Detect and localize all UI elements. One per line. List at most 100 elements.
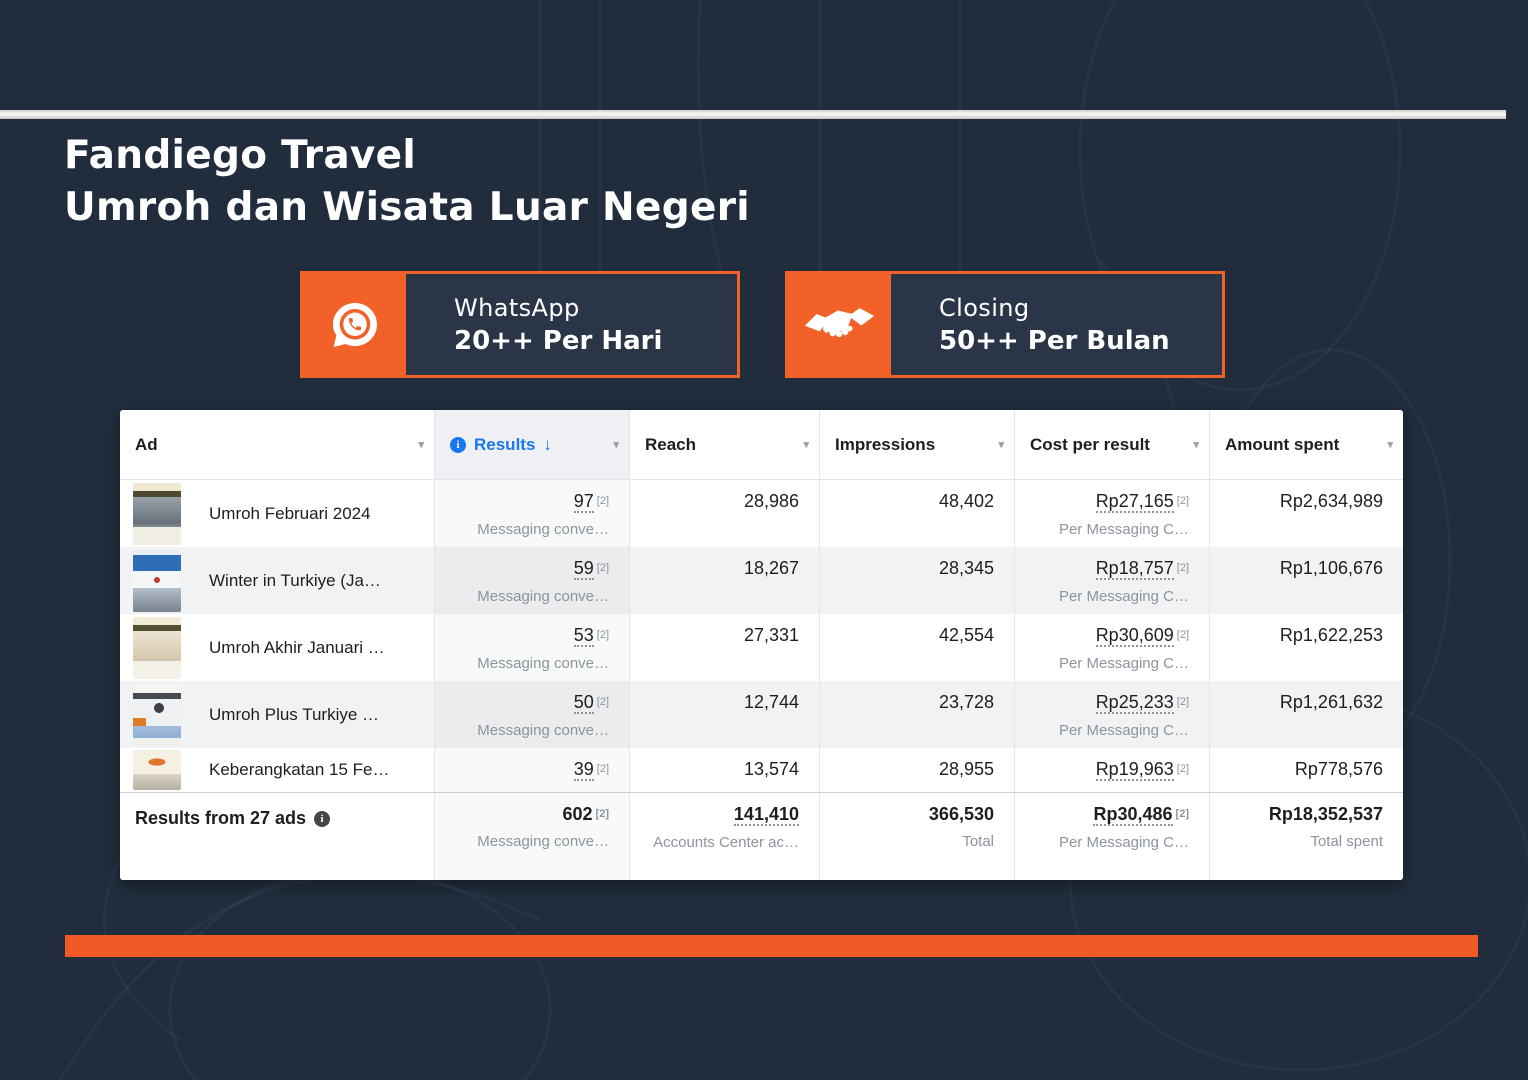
ad-cell: Umroh Februari 2024 (120, 480, 435, 547)
footnote-ref: [2] (1176, 562, 1189, 574)
whatsapp-badge-value: 20++ Per Hari (454, 325, 663, 356)
handshake-icon (788, 274, 891, 375)
cost-per-result-cell: Rp30,609 [2] Per Messaging C… (1015, 614, 1210, 681)
column-header-impressions[interactable]: Impressions ▾ (820, 410, 1015, 480)
cost-per-result-cell: Rp18,757 [2] Per Messaging C… (1015, 547, 1210, 614)
ad-name[interactable]: Winter in Turkiye (Ja… (209, 570, 381, 590)
closing-badge-value: 50++ Per Bulan (939, 325, 1170, 356)
chevron-down-icon[interactable]: ▾ (998, 439, 1004, 451)
info-icon[interactable]: i (450, 436, 466, 453)
ad-thumbnail[interactable] (133, 549, 181, 612)
ad-cell: Keberangkatan 15 Fe… (120, 748, 435, 792)
ad-thumbnail[interactable] (133, 616, 181, 679)
table-header-row: Ad ▾ i Results ↓ ▾ Reach ▾ Impressions ▾… (120, 410, 1403, 480)
info-icon[interactable]: i (314, 811, 331, 827)
impressions-cell: 48,402 (820, 480, 1015, 547)
title-line-1: Fandiego Travel (64, 133, 417, 178)
results-value[interactable]: 59 (573, 558, 594, 580)
ad-name[interactable]: Umroh Plus Turkiye … (209, 704, 380, 724)
cost-sublabel: Per Messaging C… (1058, 654, 1189, 672)
cost-value[interactable]: Rp27,165 (1095, 491, 1174, 513)
ad-thumbnail[interactable] (133, 683, 181, 746)
summary-label-cell: Results from 27 ads i (120, 793, 435, 880)
amount-spent-cell: Rp2,634,989 (1279, 491, 1383, 511)
chevron-down-icon[interactable]: ▾ (803, 439, 809, 451)
ad-name[interactable]: Umroh Februari 2024 (209, 503, 371, 523)
footnote-ref: [2] (1176, 495, 1189, 507)
results-value[interactable]: 97 (573, 491, 594, 513)
cost-total[interactable]: Rp30,486 (1093, 804, 1173, 826)
amount-total: Rp18,352,537 (1268, 804, 1383, 824)
footnote-ref: [2] (596, 562, 609, 574)
footnote-ref: [2] (1176, 629, 1189, 641)
column-header-reach[interactable]: Reach ▾ (630, 410, 820, 480)
results-cell: 50 [2] Messaging conve… (435, 681, 630, 748)
amount-spent-cell: Rp778,576 (1294, 759, 1383, 779)
results-cell: 39 [2] (435, 748, 630, 792)
ad-thumbnail[interactable] (133, 482, 181, 545)
ad-name[interactable]: Umroh Akhir Januari … (209, 637, 385, 657)
cost-value[interactable]: Rp18,757 (1095, 558, 1174, 580)
chevron-down-icon[interactable]: ▾ (1387, 439, 1393, 451)
results-sublabel: Messaging conve… (477, 587, 609, 605)
ad-cell: Winter in Turkiye (Ja… (120, 547, 435, 614)
whatsapp-badge: WhatsApp 20++ Per Hari (300, 271, 740, 378)
column-header-cost-per-result[interactable]: Cost per result ▾ (1015, 410, 1210, 480)
results-value[interactable]: 39 (573, 759, 594, 781)
cost-sublabel: Per Messaging C… (1058, 587, 1189, 605)
table-summary-row: Results from 27 ads i 602 [2] Messaging c… (120, 792, 1403, 880)
whatsapp-badge-text: WhatsApp 20++ Per Hari (406, 274, 737, 375)
impressions-total: 366,530 (928, 804, 994, 824)
footnote-ref: [2] (596, 696, 609, 708)
reach-cell: 12,744 (630, 681, 820, 748)
results-total: 602 (562, 804, 593, 824)
column-header-ad[interactable]: Ad ▾ (120, 410, 435, 480)
cost-value[interactable]: Rp25,233 (1095, 692, 1174, 714)
top-divider-bar (0, 110, 1506, 119)
impressions-cell: 28,345 (820, 547, 1015, 614)
cost-sublabel: Per Messaging C… (1058, 721, 1189, 739)
reach-cell: 28,986 (630, 480, 820, 547)
results-value[interactable]: 53 (573, 625, 594, 647)
footnote-ref: [2] (1176, 696, 1189, 708)
impressions-cell: 23,728 (820, 681, 1015, 748)
results-cell: 97 [2] Messaging conve… (435, 480, 630, 547)
results-total-sublabel: Messaging conve… (477, 833, 609, 850)
results-value[interactable]: 50 (573, 692, 594, 714)
column-header-results[interactable]: i Results ↓ ▾ (435, 410, 630, 480)
summary-cost-cell: Rp30,486 [2] Per Messaging C… (1015, 793, 1210, 880)
table-row: Keberangkatan 15 Fe… 39 [2] 13,574 28,955… (120, 748, 1403, 792)
cost-total-sublabel: Per Messaging C… (1058, 833, 1189, 851)
summary-reach-cell: 141,410 Accounts Center ac… (630, 793, 820, 880)
reach-cell: 27,331 (630, 614, 820, 681)
impressions-cell: 28,955 (820, 748, 1015, 792)
ad-cell: Umroh Akhir Januari … (120, 614, 435, 681)
sort-desc-icon[interactable]: ↓ (543, 434, 552, 454)
results-cell: 59 [2] Messaging conve… (435, 547, 630, 614)
table-row: Winter in Turkiye (Ja… 59 [2] Messaging c… (120, 547, 1403, 614)
column-header-amount-spent[interactable]: Amount spent ▾ (1210, 410, 1403, 480)
bottom-accent-bar (65, 935, 1478, 957)
reach-total[interactable]: 141,410 (733, 804, 799, 826)
chevron-down-icon[interactable]: ▾ (418, 439, 424, 451)
page-title: Fandiego Travel Umroh dan Wisata Luar Ne… (64, 130, 750, 235)
cost-per-result-cell: Rp19,963 [2] (1015, 748, 1210, 792)
table-row: Umroh Akhir Januari … 53 [2] Messaging co… (120, 614, 1403, 681)
cost-per-result-cell: Rp25,233 [2] Per Messaging C… (1015, 681, 1210, 748)
ad-thumbnail[interactable] (133, 750, 181, 790)
chevron-down-icon[interactable]: ▾ (613, 439, 619, 451)
cost-value[interactable]: Rp19,963 (1095, 759, 1174, 781)
amount-spent-cell: Rp1,106,676 (1279, 558, 1383, 578)
impressions-total-sublabel: Total (962, 833, 994, 850)
summary-amount-cell: Rp18,352,537 Total spent (1210, 793, 1403, 880)
ad-name[interactable]: Keberangkatan 15 Fe… (209, 760, 390, 779)
cost-value[interactable]: Rp30,609 (1095, 625, 1174, 647)
footnote-ref: [2] (1176, 763, 1189, 775)
amount-total-sublabel: Total spent (1310, 833, 1383, 850)
reach-cell: 13,574 (630, 748, 820, 792)
chevron-down-icon[interactable]: ▾ (1193, 439, 1199, 451)
footnote-ref: [2] (595, 808, 609, 820)
results-cell: 53 [2] Messaging conve… (435, 614, 630, 681)
ads-table: Ad ▾ i Results ↓ ▾ Reach ▾ Impressions ▾… (120, 410, 1403, 880)
